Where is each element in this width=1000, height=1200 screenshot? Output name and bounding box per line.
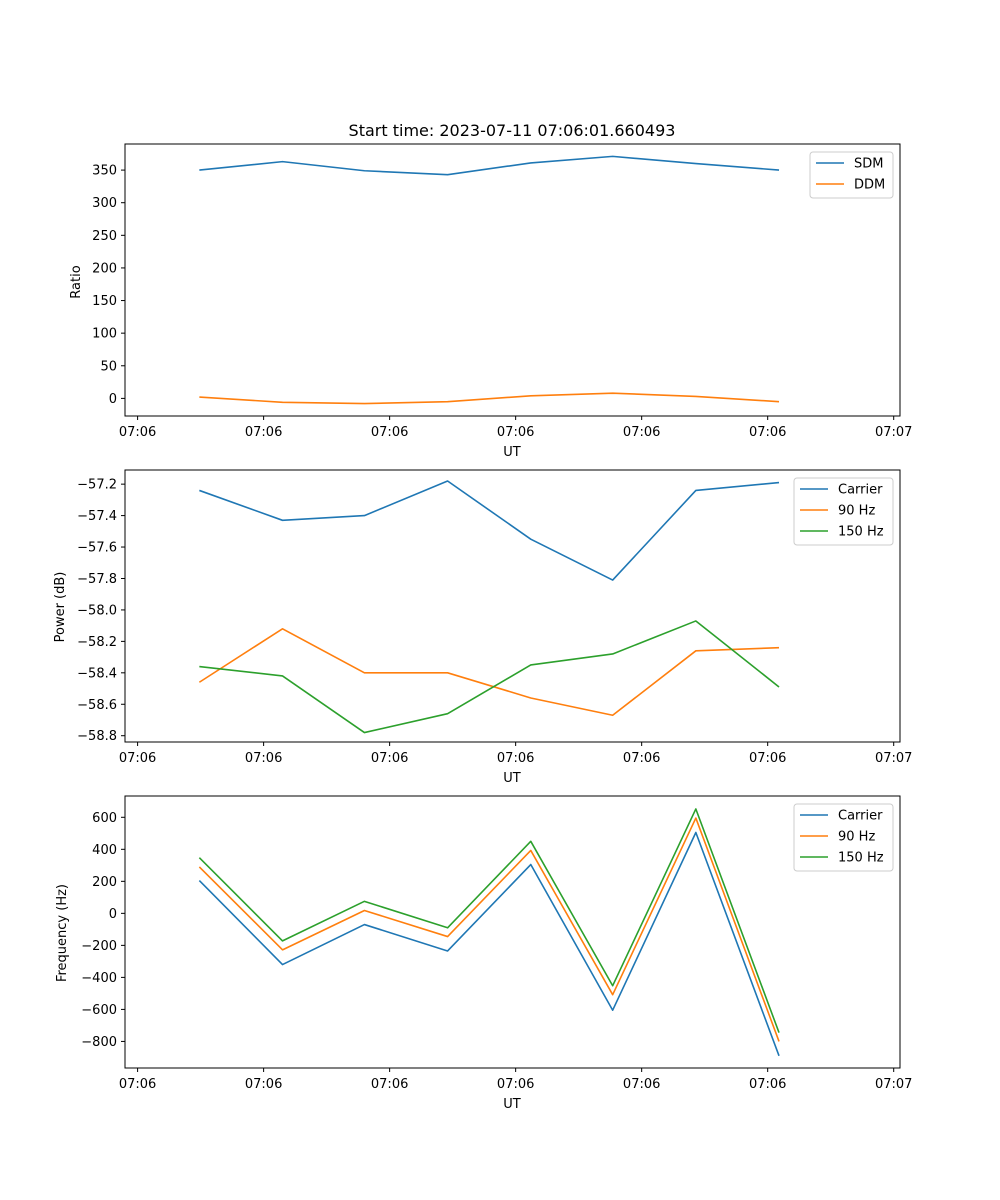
ratio-y-tick-label: 300	[92, 196, 117, 211]
power-legend-label-150-hz: 150 Hz	[838, 525, 884, 540]
ratio-legend-label-sdm: SDM	[854, 157, 883, 172]
power-y-tick-label: −58.0	[77, 603, 117, 618]
power-axes-frame	[124, 469, 901, 743]
frequency-x-tick-label: 07:06	[623, 1077, 660, 1092]
frequency-series-90-hz-line	[198, 817, 780, 1042]
frequency-x-tick-label: 07:07	[875, 1077, 912, 1092]
power-series-150-hz-line	[199, 620, 780, 734]
frequency-series-carrier-line	[198, 831, 780, 1057]
frequency-series-group	[198, 808, 780, 1057]
ratio-y-tick-label: 350	[92, 164, 117, 179]
power-y-tick-label: −57.4	[77, 509, 117, 524]
ratio-series-group	[199, 155, 780, 405]
frequency-x-tick-label: 07:06	[245, 1077, 282, 1092]
power-plot-area: 07:06 07:06 07:06 07:06 07:06 07:06 07:07 −58.8…	[77, 469, 912, 766]
frequency-y-tick-label: −600	[81, 1003, 117, 1018]
frequency-y-tick-label: −400	[81, 971, 117, 986]
ratio-legend: SDM DDM	[809, 151, 894, 199]
ratio-series-sdm-line	[199, 155, 780, 176]
frequency-legend-label-carrier: Carrier	[838, 809, 883, 824]
frequency-legend-label-150-hz: 150 Hz	[838, 851, 884, 866]
power-x-tick-label: 07:06	[245, 751, 282, 766]
power-y-tick-label: −57.6	[77, 541, 117, 556]
frequency-x-tick-label: 07:06	[497, 1077, 534, 1092]
ratio-y-tick-label: 50	[100, 359, 117, 374]
power-legend-label-90-hz: 90 Hz	[838, 504, 875, 519]
power-x-tick-label: 07:06	[749, 751, 786, 766]
frequency-x-tick-label: 07:06	[749, 1077, 786, 1092]
frequency-axes-frame	[124, 795, 901, 1069]
power-y-axis-label: Power (dB)	[53, 572, 68, 643]
power-x-tick-label: 07:07	[875, 751, 912, 766]
ratio-plot-area: 07:06 07:06 07:06 07:06 07:06 07:06 07:07 0 50 10…	[92, 143, 912, 440]
ratio-x-tick-label: 07:06	[119, 425, 156, 440]
frequency-y-tick-label: 600	[92, 811, 117, 826]
ratio-y-tick-label: 200	[92, 261, 117, 276]
frequency-legend-frame	[793, 803, 894, 872]
ratio-y-tick-label: 0	[109, 392, 117, 407]
power-legend: Carrier 90 Hz 150 Hz	[793, 477, 894, 546]
ratio-y-tick-label: 150	[92, 294, 117, 309]
ratio-x-axis-label: UT	[503, 445, 521, 460]
ratio-x-tick-label: 07:06	[497, 425, 534, 440]
frequency-y-tick-label: −200	[81, 939, 117, 954]
frequency-y-tick-label: 400	[92, 843, 117, 858]
power-x-tick-label: 07:06	[371, 751, 408, 766]
ratio-series-ddm-line	[199, 392, 780, 405]
ratio-x-tick-label: 07:06	[623, 425, 660, 440]
power-y-tick-label: −58.4	[77, 666, 117, 681]
ratio-legend-label-ddm: DDM	[854, 178, 885, 193]
power-series-90-hz-line	[198, 627, 780, 717]
power-y-tick-label: −57.8	[77, 572, 117, 587]
power-series-group	[198, 480, 780, 734]
power-panel: 07:06 07:06 07:06 07:06 07:06 07:06 07:07 −58.8…	[53, 469, 912, 786]
ratio-axes-frame	[124, 143, 901, 417]
frequency-legend-label-90-hz: 90 Hz	[838, 830, 875, 845]
frequency-y-tick-label: −800	[81, 1035, 117, 1050]
ratio-y-axis-label: Ratio	[69, 265, 84, 298]
frequency-x-tick-label: 07:06	[371, 1077, 408, 1092]
ratio-panel: Start time: 2023-07-11 07:06:01.660493 0…	[69, 121, 912, 460]
ratio-x-tick-label: 07:06	[371, 425, 408, 440]
frequency-y-tick-label: 0	[109, 907, 117, 922]
power-y-tick-label: −58.8	[77, 729, 117, 744]
frequency-x-axis-label: UT	[503, 1097, 521, 1112]
power-legend-frame	[793, 477, 894, 546]
frequency-y-tick-label: 200	[92, 875, 117, 890]
power-x-axis-label: UT	[503, 771, 521, 786]
frequency-legend: Carrier 90 Hz 150 Hz	[793, 803, 894, 872]
frequency-y-axis-label: Frequency (Hz)	[55, 884, 70, 982]
power-series-carrier-line	[199, 480, 780, 581]
ratio-x-tick-label: 07:07	[875, 425, 912, 440]
ratio-y-tick-label: 100	[92, 327, 117, 342]
power-y-tick-label: −57.2	[77, 478, 117, 493]
frequency-plot-area: 07:06 07:06 07:06 07:06 07:06 07:06 07:07 −800 −…	[81, 795, 912, 1092]
power-x-tick-label: 07:06	[497, 751, 534, 766]
power-x-tick-label: 07:06	[119, 751, 156, 766]
power-y-tick-label: −58.6	[77, 698, 117, 713]
ratio-x-tick-label: 07:06	[245, 425, 282, 440]
power-y-tick-label: −58.2	[77, 635, 117, 650]
frequency-series-150-hz-line	[198, 808, 780, 1033]
frequency-x-tick-label: 07:06	[119, 1077, 156, 1092]
ratio-x-tick-label: 07:06	[749, 425, 786, 440]
chart-title: Start time: 2023-07-11 07:06:01.660493	[349, 121, 676, 140]
ratio-y-tick-label: 250	[92, 229, 117, 244]
power-x-tick-label: 07:06	[623, 751, 660, 766]
frequency-panel: 07:06 07:06 07:06 07:06 07:06 07:06 07:07 −800 −…	[55, 795, 912, 1112]
power-legend-label-carrier: Carrier	[838, 483, 883, 498]
